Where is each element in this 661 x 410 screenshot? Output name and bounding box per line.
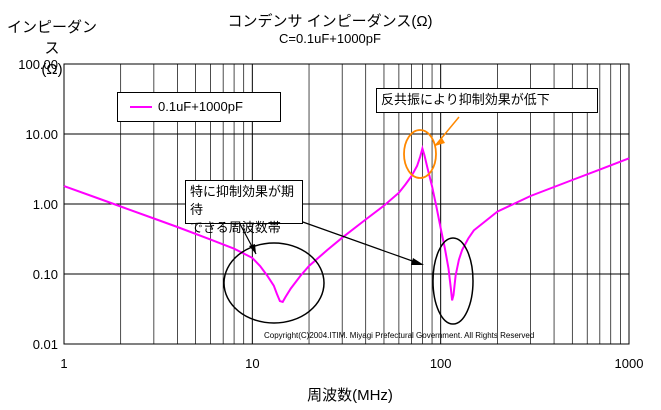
band-arrow-2-head xyxy=(411,258,424,265)
copyright-notice: Copyright(C)2004.ITIM. Miyagi Prefectura… xyxy=(264,331,535,340)
y-tick-label: 0.01 xyxy=(33,337,58,352)
series-line-0.1uF+1000pF xyxy=(63,144,630,304)
y-tick-label: 10.00 xyxy=(25,127,58,142)
y-axis-label: インピーダンス (Ω) xyxy=(6,17,98,80)
chart-title: コンデンサ インピーダンス(Ω) xyxy=(227,13,433,30)
resonance-ellipse xyxy=(403,129,437,179)
band-arrow-1-head xyxy=(249,244,256,254)
low-band-ellipse-1 xyxy=(223,242,325,324)
legend-swatch xyxy=(130,106,152,108)
y-axis-label-text: インピーダンス (Ω) xyxy=(6,19,97,78)
y-tick-label: 100.00 xyxy=(18,57,58,72)
x-axis-label: 周波数(MHz) xyxy=(307,387,393,404)
band-arrow-2 xyxy=(299,220,419,264)
x-tick-label: 100 xyxy=(430,356,452,371)
chart-marks xyxy=(223,116,474,325)
plot-frame xyxy=(63,63,630,345)
annotation-effective-band: 特に抑制効果が期待 できる周波数帯 xyxy=(185,180,303,235)
y-tick-label: 0.10 xyxy=(33,267,58,282)
x-tick-label: 1000 xyxy=(615,356,644,371)
annotation-antiresonance: 反共振により抑制効果が低下 xyxy=(376,88,598,113)
y-tick-labels: 100.00 10.00 1.00 0.10 0.01 xyxy=(18,57,58,352)
resonance-arrow xyxy=(434,116,460,147)
x-tick-label: 10 xyxy=(245,356,259,371)
x-tick-labels: 1 10 100 1000 xyxy=(60,356,643,371)
x-tick-label: 1 xyxy=(60,356,67,371)
low-band-ellipse-2 xyxy=(432,237,474,325)
y-tick-label: 1.00 xyxy=(33,197,58,212)
legend-label: 0.1uF+1000pF xyxy=(158,99,243,114)
resonance-arrow-head xyxy=(435,138,445,146)
chart-subtitle: C=0.1uF+1000pF xyxy=(279,31,381,46)
legend: 0.1uF+1000pF xyxy=(117,92,281,122)
